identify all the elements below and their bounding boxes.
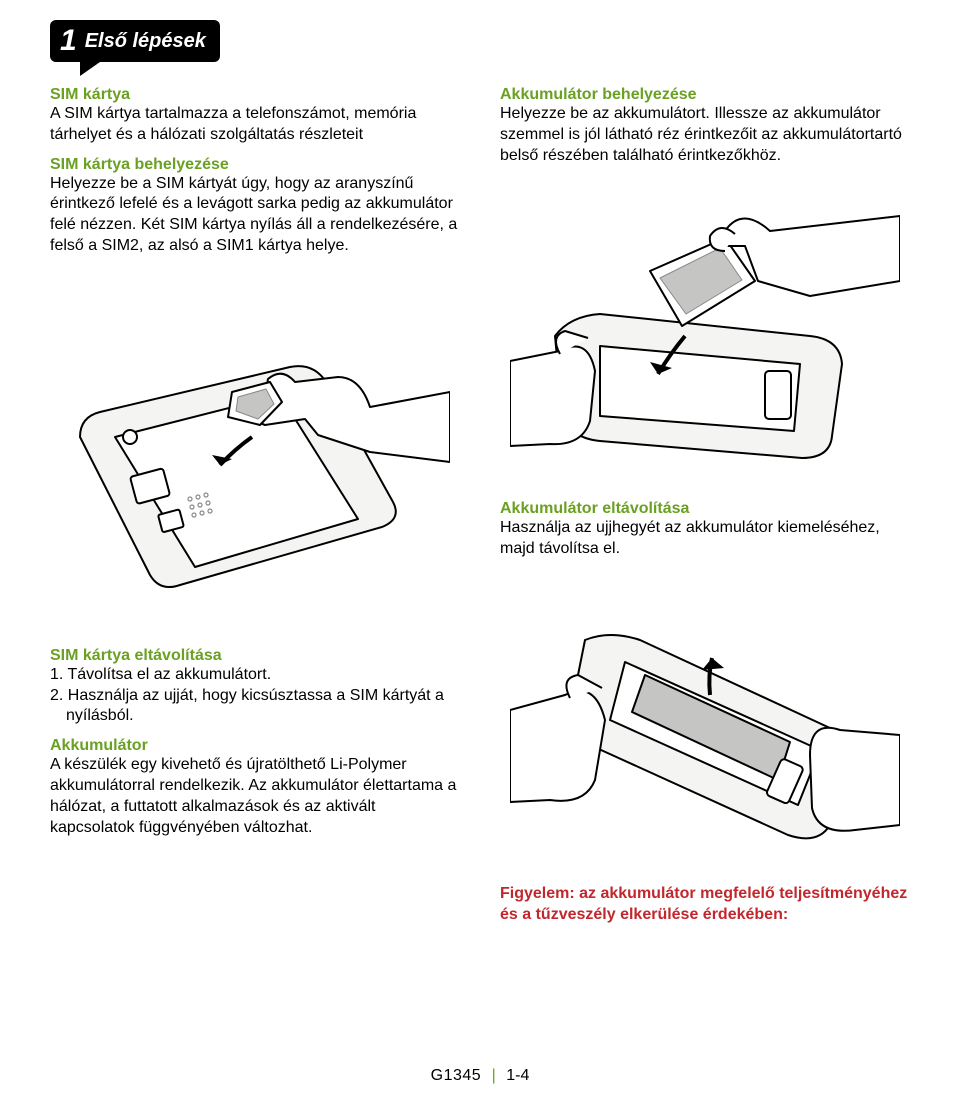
speech-tail — [80, 62, 100, 76]
sim-remove-step-2: 2. Használja az ujját, hogy kicsúsztassa… — [50, 686, 460, 728]
page-footer: G1345 | 1-4 — [0, 1067, 960, 1085]
sim-insert-text: Helyezze be a SIM kártyát úgy, hogy az a… — [50, 174, 460, 257]
sim-heading: SIM kártya — [50, 86, 460, 104]
battery-remove-illustration — [510, 580, 900, 860]
sim-insert-heading: SIM kártya behelyezése — [50, 156, 460, 174]
battery-insert-heading: Akkumulátor behelyezése — [500, 86, 910, 104]
battery-remove-section: Akkumulátor eltávolítása Használja az uj… — [500, 500, 910, 560]
chapter-number: 1 — [60, 26, 77, 56]
battery-section: Akkumulátor A készülék egy kivehető és ú… — [50, 737, 460, 838]
battery-insert-text: Helyezze be az akkumulátort. Illessze az… — [500, 104, 910, 166]
left-column: SIM kártya A SIM kártya tartalmazza a te… — [50, 84, 460, 926]
footer-model: G1345 — [431, 1067, 482, 1084]
sim-remove-heading: SIM kártya eltávolítása — [50, 647, 460, 665]
battery-insert-section: Akkumulátor behelyezése Helyezze be az a… — [500, 86, 910, 166]
sim-section: SIM kártya A SIM kártya tartalmazza a te… — [50, 86, 460, 146]
content-columns: SIM kártya A SIM kártya tartalmazza a te… — [50, 84, 910, 926]
chapter-bubble: 1 Első lépések — [50, 20, 220, 62]
chapter-title: Első lépések — [85, 30, 206, 53]
battery-text: A készülék egy kivehető és újratölthető … — [50, 755, 460, 838]
battery-heading: Akkumulátor — [50, 737, 460, 755]
chapter-header: 1 Első lépések — [50, 20, 220, 62]
battery-insert-illustration — [510, 186, 900, 476]
warning-text: Figyelem: az akkumulátor megfelelő telje… — [500, 884, 910, 926]
footer-page: 1-4 — [506, 1067, 529, 1084]
sim-intro-text: A SIM kártya tartalmazza a telefonszámot… — [50, 104, 460, 146]
right-column: Akkumulátor behelyezése Helyezze be az a… — [500, 84, 910, 926]
battery-remove-heading: Akkumulátor eltávolítása — [500, 500, 910, 518]
battery-remove-text: Használja az ujjhegyét az akkumulátor ki… — [500, 518, 910, 560]
sim-remove-section: SIM kártya eltávolítása 1. Távolítsa el … — [50, 647, 460, 727]
sim-insert-section: SIM kártya behelyezése Helyezze be a SIM… — [50, 156, 460, 257]
sim-remove-step-1: 1. Távolítsa el az akkumulátort. — [50, 665, 460, 686]
sim-insert-illustration — [60, 277, 450, 607]
sim-remove-steps: 1. Távolítsa el az akkumulátort. 2. Hasz… — [50, 665, 460, 727]
footer-divider: | — [492, 1067, 496, 1084]
